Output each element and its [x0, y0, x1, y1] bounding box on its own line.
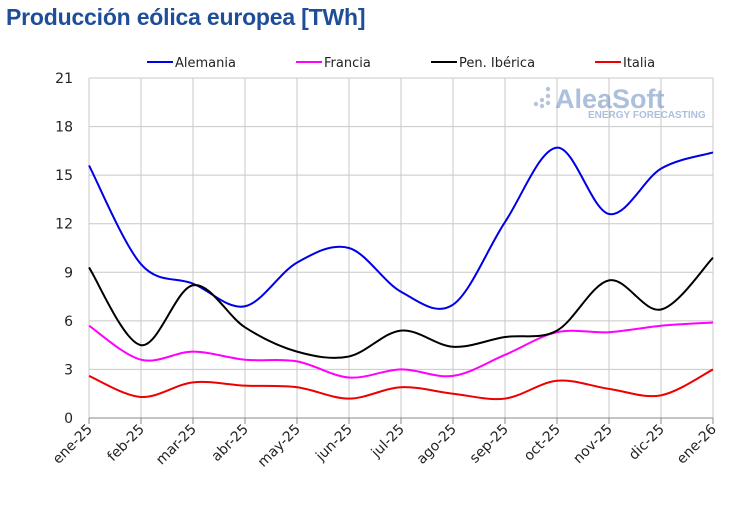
- series-line-francia: [88, 321, 714, 379]
- svg-text:AleaSoft: AleaSoft: [555, 84, 665, 114]
- y-tick-label: 12: [55, 217, 73, 233]
- x-tick-label: abr-25: [209, 422, 252, 465]
- x-tick-label: ago-25: [414, 422, 460, 468]
- x-tick-label: ene-26: [674, 421, 720, 467]
- legend-label-alemania: Alemania: [175, 56, 236, 71]
- x-tick-label: ene-25: [50, 422, 96, 468]
- series-lines: [88, 146, 714, 401]
- y-tick-label: 6: [64, 314, 73, 330]
- legend-label-italia: Italia: [623, 56, 655, 71]
- svg-text:ENERGY FORECASTING: ENERGY FORECASTING: [588, 110, 706, 121]
- grid: [88, 77, 714, 419]
- y-tick-label: 0: [64, 411, 73, 427]
- series-line-pen-ib-rica: [88, 257, 714, 359]
- axes: 0 3 6 9 12 15 18 21 ene-25 feb-25 mar-25 abr-25 may-…: [50, 71, 720, 470]
- x-tick-label: jun-25: [312, 422, 355, 465]
- y-tick-label: 3: [64, 362, 73, 378]
- x-tick-label: jul-25: [368, 422, 408, 462]
- x-tick-label: oct-25: [521, 422, 564, 465]
- y-tick-label: 18: [55, 120, 73, 136]
- x-tick-label: sep-25: [467, 422, 512, 467]
- y-tick-label: 9: [64, 265, 73, 281]
- x-tick-label: nov-25: [570, 422, 615, 467]
- legend: Alemania Francia Pen. Ibérica Italia: [147, 56, 655, 71]
- x-tick-label: feb-25: [104, 422, 147, 465]
- legend-label-pen-ib-rica: Pen. Ibérica: [459, 56, 535, 71]
- y-tick-label: 15: [55, 168, 73, 184]
- chart-title: Producción eólica europea [TWh]: [6, 4, 366, 30]
- aleasoft-logo: AleaSoft ENERGY FORECASTING: [533, 84, 706, 121]
- x-tick-label: dic-25: [626, 422, 668, 464]
- series-line-italia: [88, 368, 714, 401]
- x-tick-label: mar-25: [153, 422, 200, 469]
- x-tick-label: may-25: [255, 422, 304, 471]
- legend-label-francia: Francia: [324, 56, 371, 71]
- y-tick-label: 21: [55, 71, 73, 87]
- series-line-alemania: [88, 146, 714, 310]
